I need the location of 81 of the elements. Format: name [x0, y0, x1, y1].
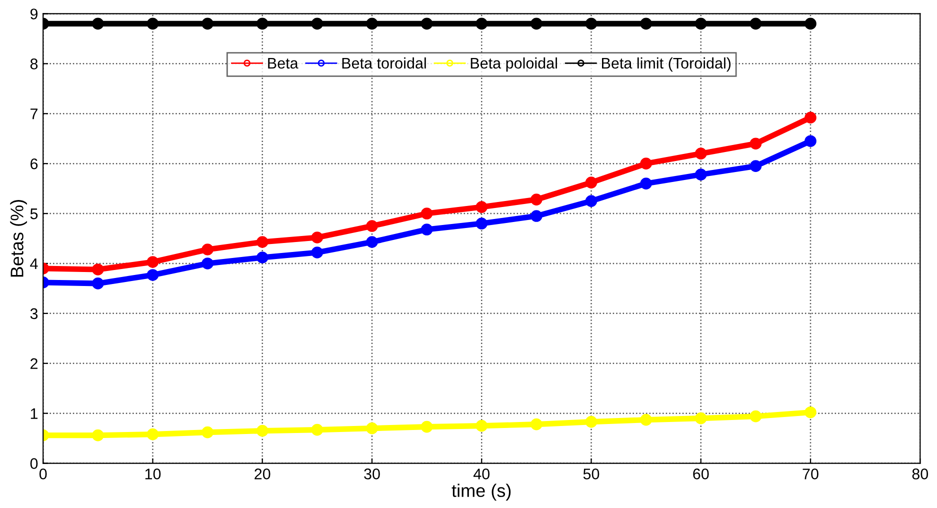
point	[804, 112, 816, 124]
point	[146, 269, 159, 281]
point	[585, 195, 598, 207]
point	[256, 424, 268, 437]
point	[366, 18, 378, 30]
x-tick-label: 0	[39, 468, 47, 480]
point	[366, 236, 378, 248]
point	[750, 410, 762, 422]
y-tick-label: 5	[30, 208, 38, 220]
point	[585, 416, 598, 428]
point	[476, 420, 488, 432]
point	[256, 18, 268, 30]
point	[202, 244, 214, 256]
y-tick-label: 3	[30, 308, 38, 320]
point	[804, 135, 816, 147]
point	[640, 414, 652, 426]
point	[804, 406, 816, 418]
y-tick-label: 9	[30, 8, 38, 20]
point	[694, 168, 707, 180]
x-tick-label: 80	[912, 468, 928, 480]
point	[750, 18, 762, 30]
point	[804, 18, 816, 30]
point	[694, 18, 707, 30]
point	[694, 148, 707, 160]
point	[640, 158, 652, 170]
point	[530, 418, 542, 430]
x-tick-label: 30	[364, 468, 380, 480]
legend-label: Beta limit (Toroidal)	[602, 57, 731, 72]
point	[92, 264, 104, 276]
point	[476, 218, 488, 230]
point	[694, 412, 707, 424]
point	[92, 18, 104, 30]
x-tick-label: 40	[473, 468, 490, 480]
legend-label: Beta	[268, 58, 298, 69]
point	[585, 176, 598, 188]
point	[366, 220, 378, 232]
point	[256, 236, 268, 248]
point	[750, 138, 762, 150]
legend-label: Beta poloidal	[470, 57, 557, 72]
x-tick-label: 70	[802, 468, 818, 480]
point	[530, 210, 542, 222]
point	[202, 18, 214, 30]
point	[420, 420, 433, 433]
point	[750, 160, 762, 172]
y-axis-title: Betas (%)	[10, 200, 27, 277]
point	[476, 18, 488, 30]
point	[420, 224, 433, 236]
point	[202, 426, 214, 438]
point	[202, 258, 214, 270]
y-tick-label: 1	[30, 408, 38, 419]
point	[366, 422, 378, 434]
y-tick-label: 4	[30, 258, 38, 270]
point	[640, 178, 652, 190]
x-axis-title: time (s)	[452, 484, 511, 501]
point	[311, 424, 324, 436]
y-tick-label: 0	[30, 458, 38, 469]
point	[311, 232, 324, 244]
point	[640, 18, 652, 30]
y-tick-label: 8	[30, 58, 38, 70]
point	[146, 18, 159, 30]
x-tick-label: 20	[254, 468, 270, 480]
y-tick-label: 2	[30, 358, 38, 369]
point	[146, 428, 159, 440]
point	[146, 256, 159, 268]
x-tick-label: 50	[583, 468, 600, 480]
point	[92, 429, 104, 442]
point	[530, 18, 542, 30]
point	[256, 252, 268, 264]
x-tick-label: 10	[145, 468, 161, 480]
legend-label: Beta toroidal	[342, 57, 426, 69]
y-tick-label: 6	[30, 158, 38, 170]
y-tick-label: 7	[30, 108, 38, 120]
point	[420, 18, 433, 30]
point	[476, 201, 488, 213]
point	[311, 18, 324, 30]
x-tick-label: 60	[693, 468, 709, 480]
point	[530, 194, 542, 206]
point	[311, 246, 324, 258]
point	[585, 18, 598, 30]
point	[92, 278, 104, 290]
point	[420, 208, 433, 220]
